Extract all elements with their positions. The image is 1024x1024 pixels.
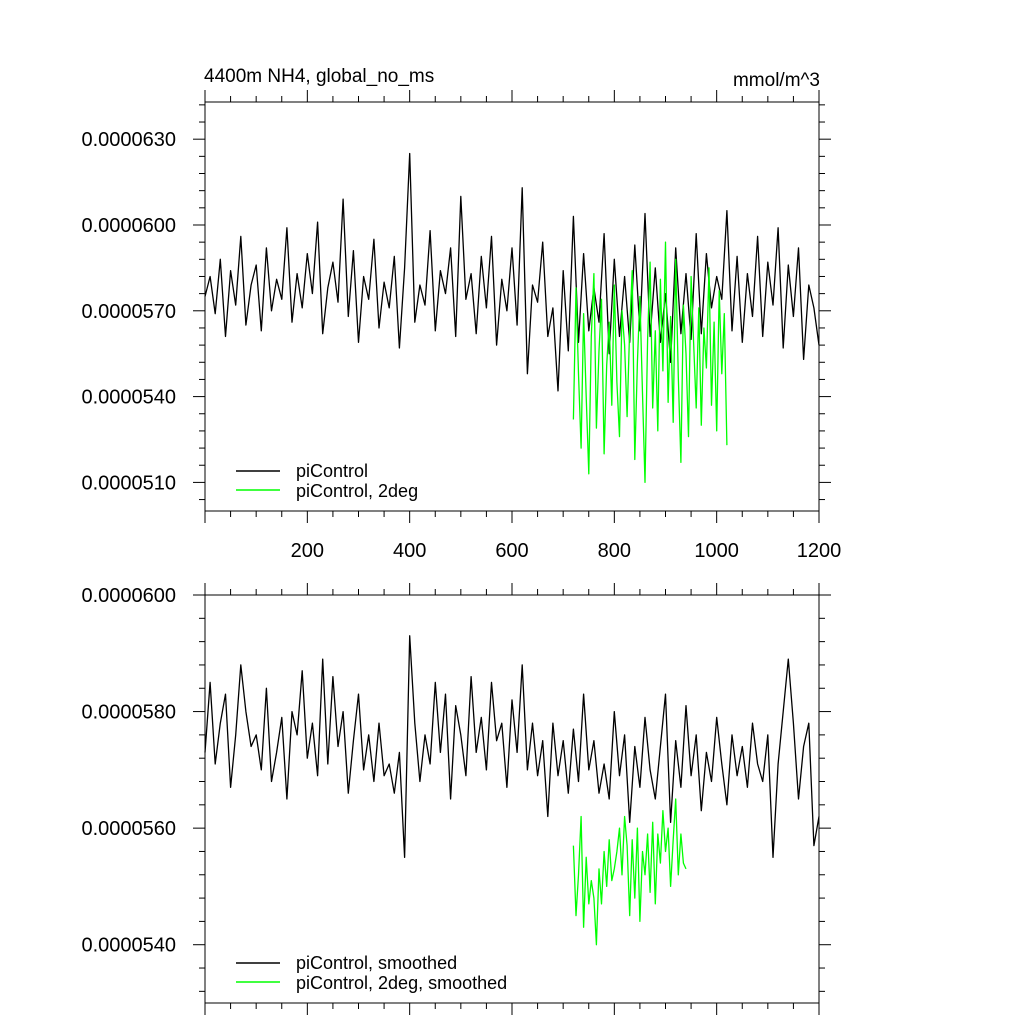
top-x-tick-label: 200	[291, 540, 324, 562]
legend-label-picontrol-2deg: piControl, 2deg	[296, 481, 418, 501]
bottom-legend: piControl, smoothed piControl, 2deg, smo…	[236, 953, 507, 993]
top-y-tick-label: 0.0000600	[81, 215, 176, 237]
top-x-tick-label: 800	[598, 540, 631, 562]
bottom-y-tick-label: 0.0000600	[81, 585, 176, 607]
bottom-y-tick-label: 0.0000540	[81, 935, 176, 957]
bottom-panel: 0.0000540 0.0000560 0.0000580 0.0000600 piC…	[81, 583, 831, 1015]
legend-label-picontrol-smoothed: piControl, smoothed	[296, 953, 457, 973]
top-tick-layer: 200 400 600 800 1000 1200 0.0000510 0.0000540 0.…	[81, 90, 841, 562]
top-x-tick-label: 600	[495, 540, 528, 562]
chart-title: 4400m NH4, global_no_ms	[204, 66, 434, 87]
top-panel: 4400m NH4, global_no_ms mmol/m^3 200 400 6…	[81, 66, 841, 562]
top-series-picontrol-2deg-line	[572, 241, 728, 484]
bottom-y-tick-label: 0.0000560	[81, 818, 176, 840]
legend-label-picontrol-2deg-smoothed: piControl, 2deg, smoothed	[296, 973, 507, 993]
top-legend: piControl piControl, 2deg	[236, 461, 418, 501]
top-x-tick-label: 400	[393, 540, 426, 562]
top-x-tick-label: 1000	[694, 540, 739, 562]
top-y-tick-label: 0.0000570	[81, 301, 176, 323]
top-series-layer	[204, 152, 820, 484]
legend-label-picontrol: piControl	[296, 461, 368, 481]
top-series-picontrol-line	[204, 152, 820, 392]
units-label: mmol/m^3	[733, 70, 820, 91]
top-y-tick-label: 0.0000630	[81, 129, 176, 151]
top-y-tick-label: 0.0000540	[81, 387, 176, 409]
bottom-tick-layer: 0.0000540 0.0000560 0.0000580 0.0000600	[81, 583, 831, 1015]
bottom-series-picontrol-line	[204, 635, 820, 858]
bottom-series-layer	[204, 635, 820, 946]
bottom-plot-frame	[204, 594, 820, 1004]
bottom-series-picontrol-2deg-line	[572, 798, 687, 946]
top-x-tick-label: 1200	[797, 540, 842, 562]
top-y-tick-label: 0.0000510	[81, 472, 176, 494]
top-plot-frame	[204, 101, 820, 512]
bottom-y-tick-label: 0.0000580	[81, 702, 176, 724]
